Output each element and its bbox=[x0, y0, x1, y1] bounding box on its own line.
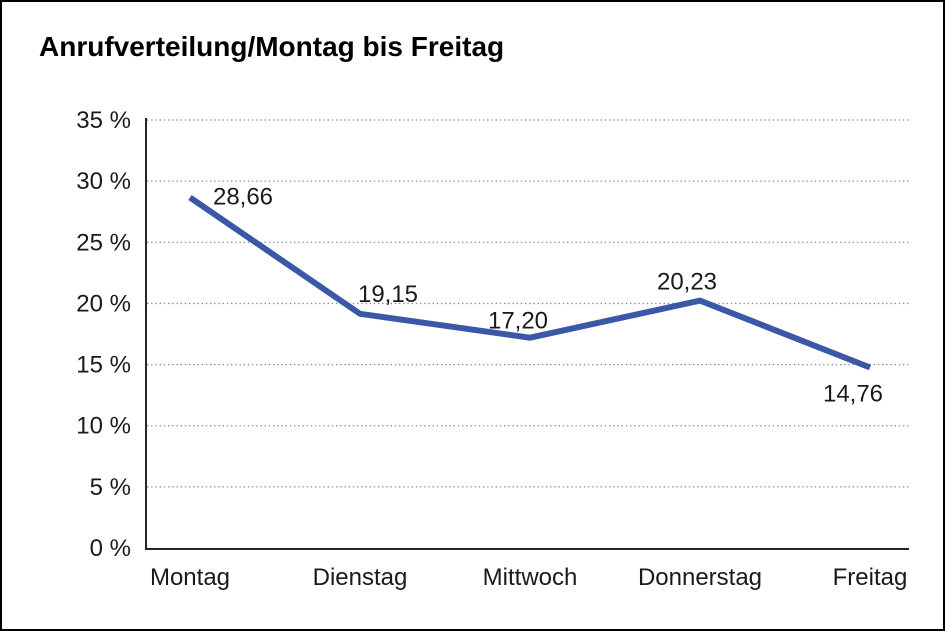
y-tick-label: 25 % bbox=[76, 229, 131, 256]
value-label: 20,23 bbox=[657, 269, 717, 296]
value-label: 17,20 bbox=[488, 308, 548, 335]
value-label: 28,66 bbox=[213, 184, 273, 211]
value-label: 14,76 bbox=[823, 381, 883, 408]
y-tick-label: 30 % bbox=[76, 168, 131, 195]
value-label: 19,15 bbox=[358, 281, 418, 308]
chart-title: Anrufverteilung/Montag bis Freitag bbox=[39, 31, 505, 62]
y-tick-label: 20 % bbox=[76, 290, 131, 317]
x-tick-label: Mittwoch bbox=[483, 564, 578, 591]
x-tick-label: Dienstag bbox=[313, 564, 408, 591]
x-tick-label: Donnerstag bbox=[638, 564, 762, 591]
y-tick-label: 0 % bbox=[90, 535, 131, 562]
y-tick-label: 15 % bbox=[76, 352, 131, 379]
x-tick-label: Freitag bbox=[833, 564, 908, 591]
data-series-line bbox=[188, 195, 872, 371]
y-tick-label: 35 % bbox=[76, 107, 131, 134]
x-tick-label: Montag bbox=[150, 564, 230, 591]
y-tick-label: 10 % bbox=[76, 413, 131, 440]
y-tick-label: 5 % bbox=[90, 474, 131, 501]
